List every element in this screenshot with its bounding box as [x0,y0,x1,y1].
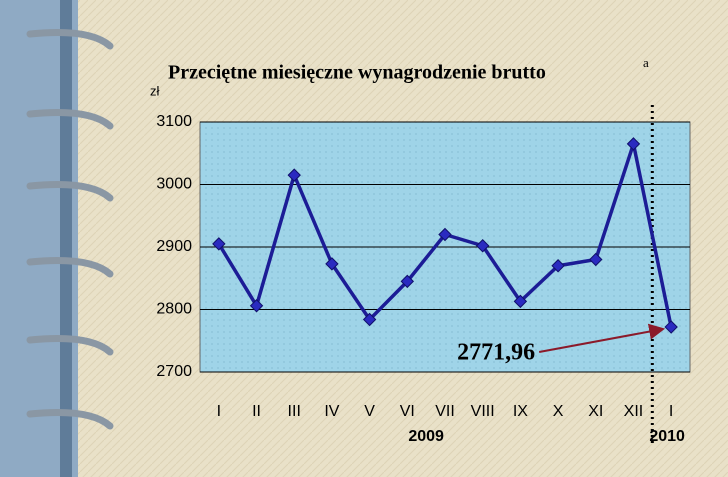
x-tick-label: III [288,403,301,420]
x-tick-label: V [364,403,375,420]
x-tick-label: VII [435,403,455,420]
title-superscript: a [643,55,649,70]
x-tick-label: I [669,403,673,420]
x-tick-label: I [217,403,221,420]
chart-title: Przeciętne miesięczne wynagrodzenie brut… [168,62,546,84]
y-tick-label: 2800 [156,301,192,318]
x-tick-label: VI [400,403,415,420]
x-tick-label: IV [324,403,339,420]
x-tick-label: XI [588,403,603,420]
y-tick-label: 2700 [156,363,192,380]
y-tick-label: 3100 [156,113,192,130]
x-tick-label: X [553,403,564,420]
binder-spine [60,0,72,477]
year-label: 2009 [408,428,444,445]
x-tick-label: VIII [471,403,495,420]
value-label: 2771,96 [457,340,535,366]
x-tick-label: IX [513,403,528,420]
x-tick-label: II [252,403,261,420]
y-tick-label: 2900 [156,238,192,255]
y-unit: zł [150,83,160,98]
y-tick-label: 3000 [156,176,192,193]
year-label: 2010 [649,428,685,445]
x-tick-label: XII [624,403,644,420]
chart: Przeciętne miesięczne wynagrodzenie brut… [0,0,728,477]
